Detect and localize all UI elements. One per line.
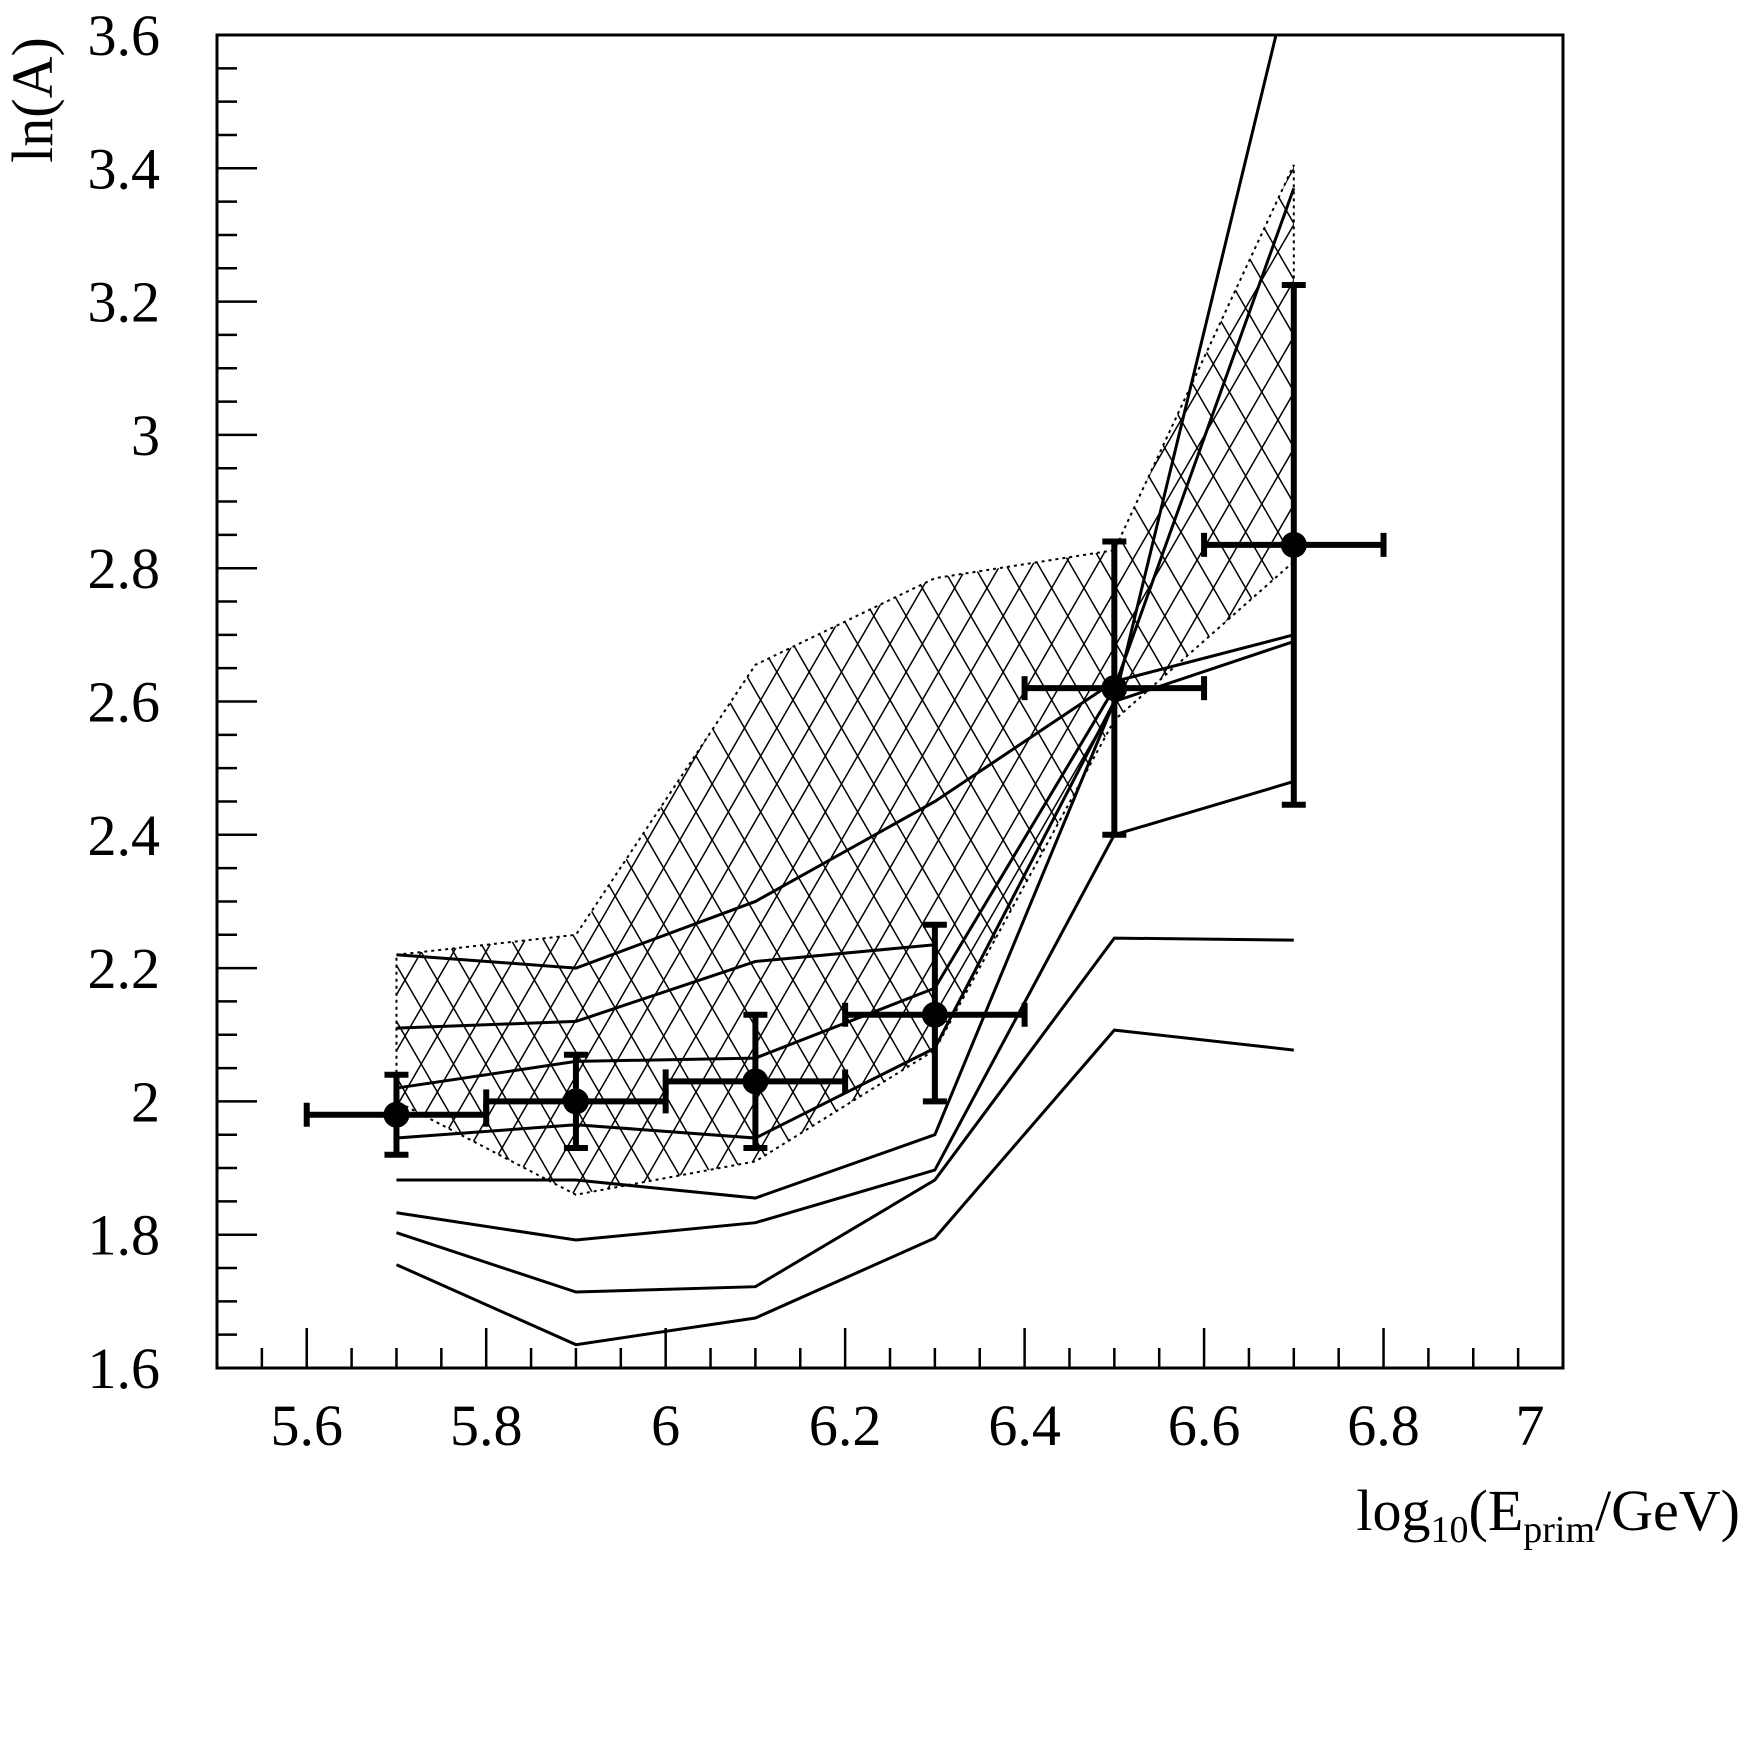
data-point-6 bbox=[1201, 281, 1387, 808]
axis-ticks bbox=[215, 33, 1565, 1370]
x-tick-label: 5.6 bbox=[270, 1393, 343, 1458]
marker bbox=[742, 1068, 769, 1095]
data-points bbox=[303, 281, 1387, 1158]
marker bbox=[1101, 675, 1128, 702]
x-tick-label: 7 bbox=[1516, 1393, 1545, 1458]
y-tick-labels: 1.6 1.8 2 2.2 2.4 2.6 2.8 3 3.2 3.4 3.6 bbox=[88, 3, 161, 1401]
x-tick-label: 6.6 bbox=[1168, 1393, 1241, 1458]
model-a-line bbox=[396, 633, 1295, 970]
marker bbox=[921, 1001, 948, 1028]
y-tick-label: 2.2 bbox=[88, 936, 161, 1001]
y-tick-label: 1.6 bbox=[88, 1336, 161, 1401]
x-tick-label: 6 bbox=[651, 1393, 680, 1458]
model-e-line bbox=[396, 640, 1295, 1200]
data-point-5 bbox=[1021, 538, 1208, 838]
x-tick-label: 6.4 bbox=[988, 1393, 1061, 1458]
model-b-line bbox=[396, 943, 936, 1030]
y-tick-label: 3.4 bbox=[88, 136, 161, 201]
x-axis-label: log10(Eprim/GeV) bbox=[1356, 1478, 1740, 1551]
model-g-line bbox=[395, 936, 1294, 1294]
model-h-line bbox=[395, 1028, 1294, 1347]
x-tick-label: 5.8 bbox=[450, 1393, 523, 1458]
y-tick-label: 3 bbox=[131, 403, 160, 468]
x-tick-label: 6.8 bbox=[1347, 1393, 1420, 1458]
model-f-line bbox=[396, 780, 1295, 1242]
x-label-sub: 10 bbox=[1431, 1509, 1469, 1551]
y-tick-label: 2.4 bbox=[88, 803, 161, 868]
marker bbox=[1280, 531, 1307, 558]
data-point-4 bbox=[842, 921, 1028, 1105]
y-tick-label: 2.6 bbox=[88, 670, 161, 735]
x-label-log: log bbox=[1356, 1478, 1430, 1543]
x-tick-labels: 5.6 5.8 6 6.2 6.4 6.6 6.8 7 bbox=[270, 1393, 1544, 1458]
y-tick-label: 1.8 bbox=[88, 1203, 161, 1268]
marker bbox=[383, 1101, 410, 1128]
x-label-sub2: prim bbox=[1523, 1509, 1595, 1551]
data-point-3 bbox=[662, 1011, 849, 1152]
x-label-end: /GeV) bbox=[1595, 1478, 1740, 1543]
model-lines bbox=[395, 35, 1296, 1347]
uncertainty-band bbox=[395, 164, 1295, 1196]
marker bbox=[562, 1088, 589, 1115]
y-tick-label: 2.8 bbox=[88, 536, 161, 601]
y-tick-label: 3.2 bbox=[88, 270, 161, 335]
x-tick-label: 6.2 bbox=[809, 1393, 882, 1458]
x-label-mid: (E bbox=[1469, 1478, 1524, 1543]
band-hatch-b bbox=[396, 164, 1294, 1195]
y-axis-label: ln(A) bbox=[0, 37, 65, 163]
y-tick-label: 2 bbox=[131, 1069, 160, 1134]
y-tick-label: 3.6 bbox=[88, 3, 161, 68]
